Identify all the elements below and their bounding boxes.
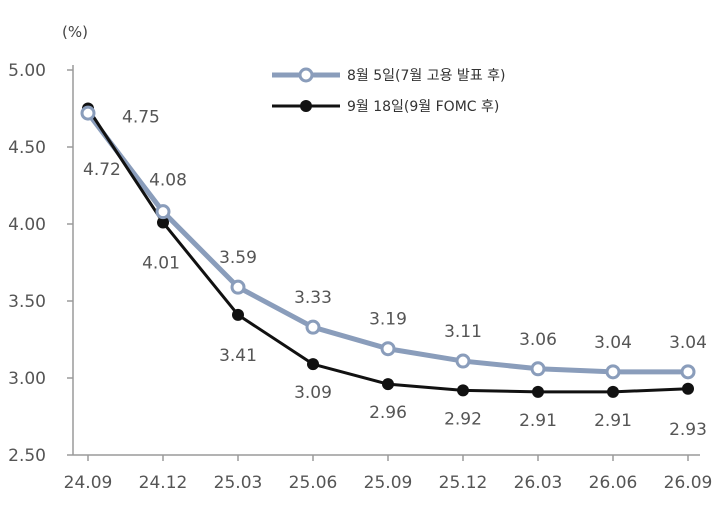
x-tick-label: 25.09 [364,473,413,493]
data-label-sep18: 4.75 [122,108,160,128]
data-point-sep18 [157,216,169,229]
data-label-sep18: 2.93 [669,420,707,440]
y-tick-label: 4.50 [8,138,46,158]
data-label-aug5: 3.04 [594,333,632,353]
data-label-sep18: 3.09 [294,383,332,403]
data-label-sep18: 4.01 [142,253,180,273]
data-point-aug5 [155,204,171,220]
x-tick-label: 26.06 [589,473,638,493]
data-point-sep18 [382,378,394,391]
x-axis-ticks: 24.09 24.12 25.03 25.06 25.09 25.12 26.03 26.06… [64,455,713,493]
x-tick-label: 25.12 [439,473,488,493]
legend-label-aug5: 8월 5일(7월 고용 발표 후) [347,68,506,84]
legend-swatch-marker-aug5 [298,67,314,83]
data-label-aug5: 3.11 [444,322,482,342]
series-layer [80,102,696,398]
y-tick-label: 3.50 [8,292,46,312]
data-label-aug5: 3.19 [369,310,407,330]
data-label-sep18: 2.91 [594,411,632,431]
data-label-aug5: 4.72 [83,160,121,180]
data-point-aug5 [455,353,471,369]
data-label-sep18: 3.41 [219,346,257,366]
data-point-aug5 [80,105,96,121]
data-labels-layer: 4.72 4.08 3.59 3.33 3.19 3.11 3.06 3.04 3.04 4.75… [83,108,707,440]
x-tick-label: 24.12 [139,473,188,493]
y-axis-unit-label: (%) [62,23,88,41]
x-tick-label: 25.06 [289,473,338,493]
x-tick-label: 26.09 [664,473,713,493]
data-point-sep18 [682,382,694,395]
data-point-aug5 [305,319,321,335]
data-label-sep18: 2.96 [369,403,407,423]
legend-label-sep18: 9월 18일(9월 FOMC 후) [347,99,499,115]
data-label-aug5: 3.33 [294,288,332,308]
data-point-sep18 [232,308,244,321]
legend-swatch-marker-sep18 [300,100,312,112]
legend: 8월 5일(7월 고용 발표 후) 9월 18일(9월 FOMC 후) [272,67,506,115]
x-tick-label: 24.09 [64,473,113,493]
data-point-aug5 [530,361,546,377]
data-point-aug5 [230,279,246,295]
data-label-sep18: 2.92 [444,409,482,429]
data-point-aug5 [605,364,621,380]
y-tick-label: 3.00 [8,369,46,389]
x-tick-label: 26.03 [514,473,563,493]
data-point-sep18 [532,385,544,398]
y-tick-label: 2.50 [8,446,46,466]
data-label-aug5: 3.06 [519,330,557,350]
data-point-sep18 [307,358,319,371]
data-label-aug5: 4.08 [149,171,187,191]
x-tick-label: 25.03 [214,473,263,493]
data-label-aug5: 3.04 [669,333,707,353]
y-tick-label: 5.00 [8,61,46,81]
data-point-aug5 [380,341,396,357]
data-point-sep18 [607,385,619,398]
data-point-sep18 [457,384,469,397]
y-axis-ticks: 5.00 4.50 4.00 3.50 3.00 2.50 [8,61,73,466]
data-label-sep18: 2.91 [519,411,557,431]
data-label-aug5: 3.59 [219,248,257,268]
y-tick-label: 4.00 [8,215,46,235]
data-point-aug5 [680,364,696,380]
